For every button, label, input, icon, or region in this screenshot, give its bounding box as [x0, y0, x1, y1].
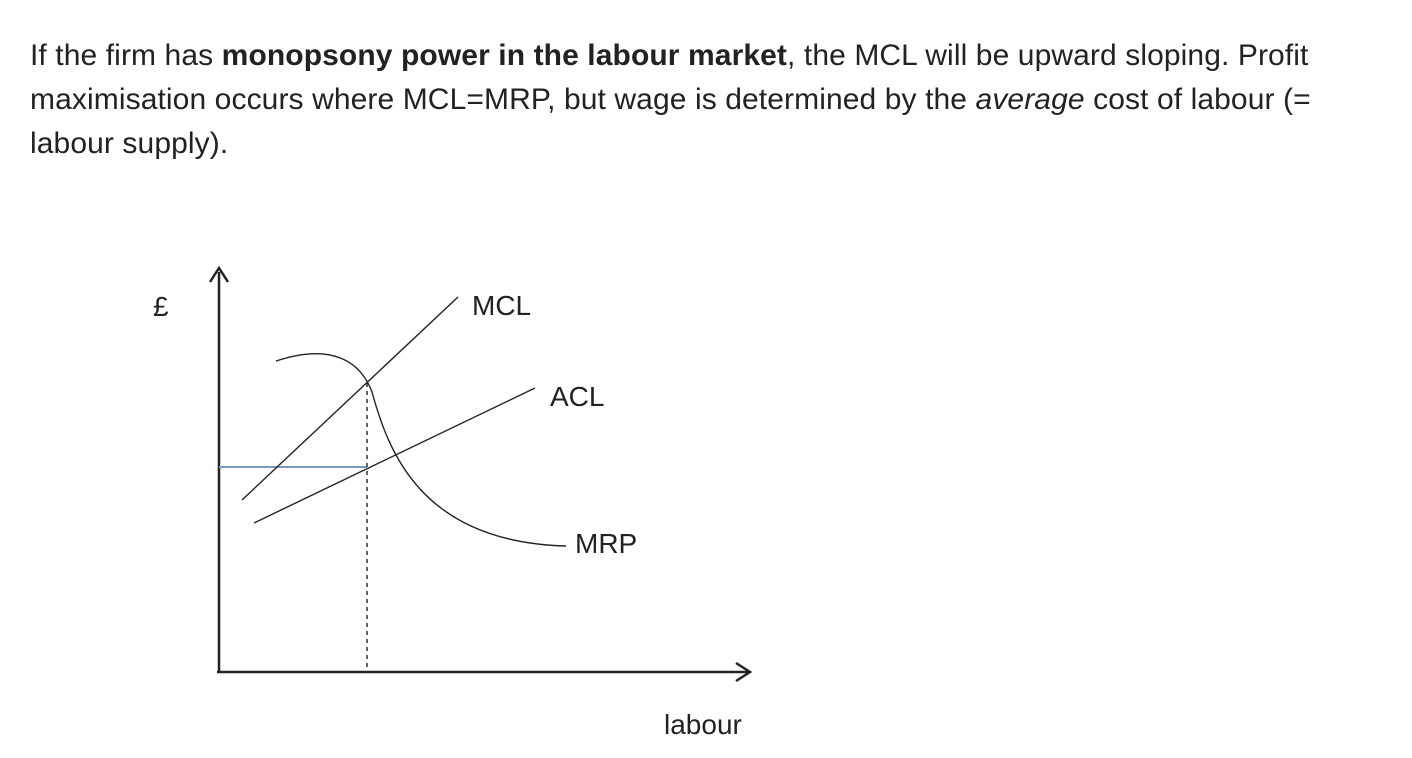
mrp-curve — [275, 353, 567, 547]
description-part-2: , the MCL will be upward sloping. Profit… — [30, 39, 1309, 116]
acl-label: ACL — [550, 381, 604, 412]
description-part-1: If the firm has — [30, 39, 222, 72]
description-text: If the firm has monopsony power in the l… — [30, 34, 1390, 166]
mcl-label: MCL — [472, 290, 531, 321]
x-axis-arrow — [735, 661, 753, 683]
y-axis-arrow — [208, 265, 230, 283]
mrp-label: MRP — [575, 528, 637, 559]
description-italic: average — [975, 83, 1085, 116]
mcl-curve — [241, 296, 459, 501]
x-axis-label: labour — [664, 709, 742, 740]
y-axis-label: £ — [153, 291, 169, 322]
description-part-3: cost of labour (= labour supply). — [30, 83, 1311, 160]
description-bold: monopsony power in the labour market — [221, 39, 788, 72]
acl-curve — [253, 387, 536, 524]
